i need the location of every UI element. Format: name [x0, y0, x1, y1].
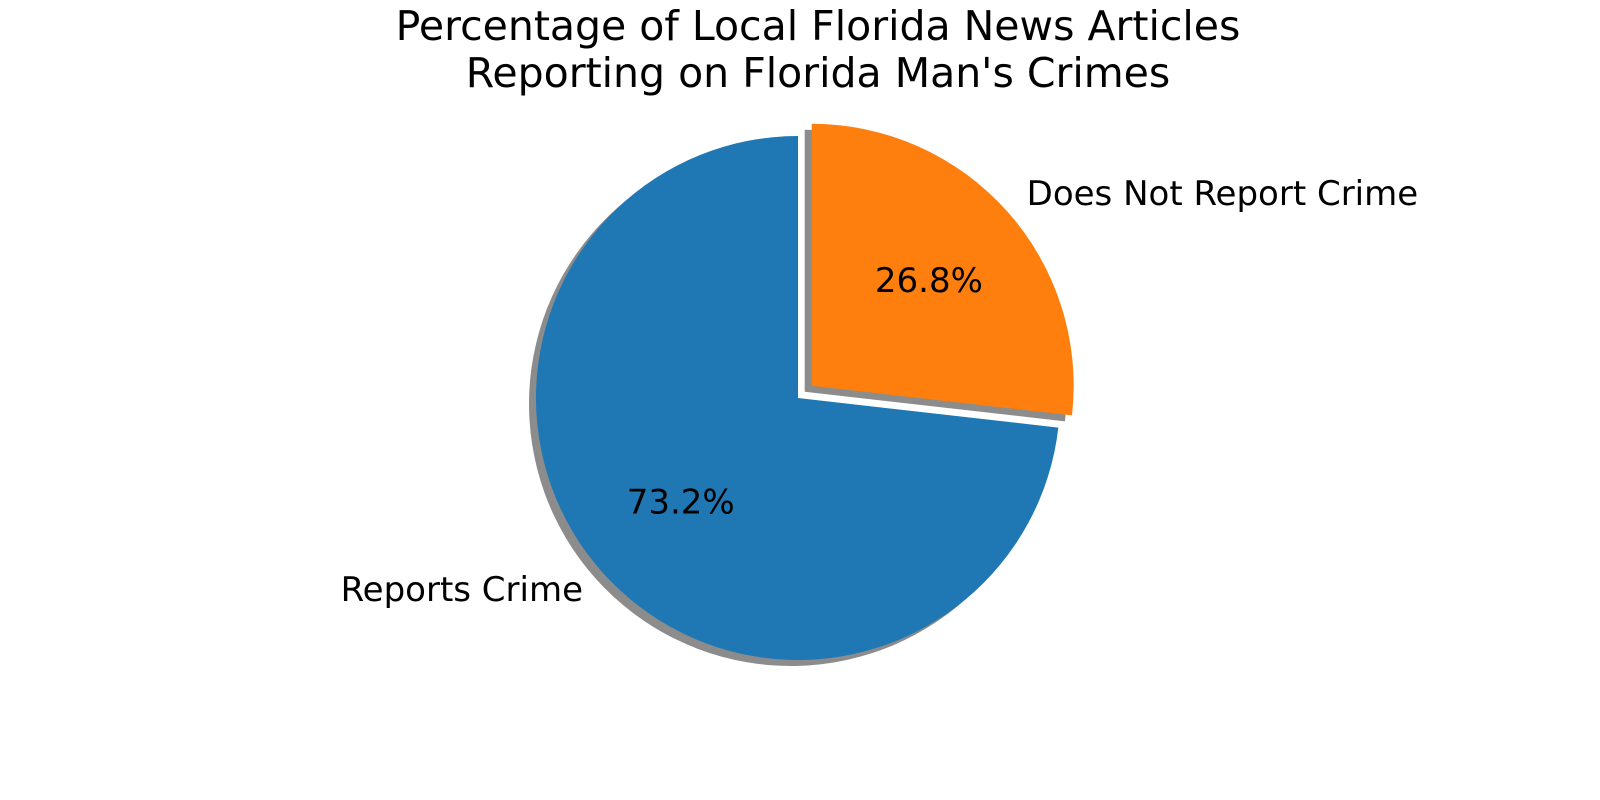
pct-label-does-not-report-crime: 26.8% [875, 261, 983, 301]
pct-label-reports-crime: 73.2% [627, 483, 735, 523]
pie-slice-does-not-report-crime [811, 123, 1074, 416]
chart-title-line-2: Reporting on Florida Man's Crimes [466, 49, 1171, 97]
slice-label-does-not-report-crime: Does Not Report Crime [1027, 174, 1419, 214]
chart-title: Percentage of Local Florida News Article… [396, 2, 1241, 97]
pie-labels: 73.2% Reports Crime 26.8% Does Not Report C… [341, 174, 1419, 610]
pie-slices [536, 123, 1074, 661]
pie-slice-reports-crime [536, 136, 1059, 661]
slice-label-reports-crime: Reports Crime [341, 570, 583, 610]
chart-title-line-1: Percentage of Local Florida News Article… [396, 2, 1241, 50]
